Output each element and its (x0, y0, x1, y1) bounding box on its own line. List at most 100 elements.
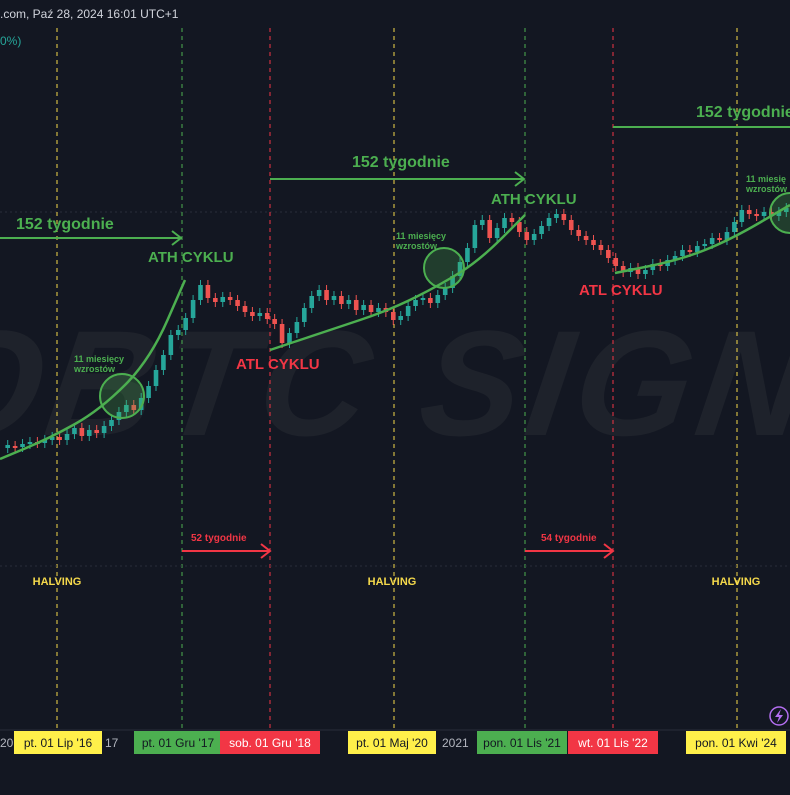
candle (213, 293, 218, 307)
candle-body (161, 355, 166, 370)
candle-body (583, 236, 589, 240)
candle (635, 263, 641, 279)
candle-body (5, 445, 11, 448)
candle (190, 295, 196, 323)
candle (739, 205, 745, 227)
candle-body (709, 238, 715, 244)
candle-body (294, 322, 300, 333)
date-badge-bg (348, 731, 436, 754)
candle-body (428, 298, 433, 303)
atl-label-2: ATL CYKLU (579, 282, 663, 299)
candle (524, 227, 530, 245)
weeks-arrow-mid (270, 171, 526, 187)
candle-body (635, 268, 641, 274)
growth-label-3-line1: 11 miesię (746, 174, 786, 184)
candle-body (761, 212, 767, 216)
candle-body (554, 214, 559, 218)
date-badge: wt. 01 Lis '22 (568, 731, 658, 754)
candle (79, 423, 85, 441)
date-badge-bg (134, 731, 222, 754)
candle-body (783, 208, 789, 212)
candle (576, 225, 581, 241)
candle (294, 317, 300, 338)
candle (153, 365, 159, 391)
halving-label-2016: HALVING (33, 576, 82, 588)
candle-body (361, 305, 366, 310)
weeks-arrow-left (0, 230, 183, 246)
date-badge: pt. 01 Gru '17 (134, 731, 222, 754)
candle-body (242, 306, 248, 312)
candle-body (124, 405, 129, 412)
candle (672, 251, 678, 265)
candle (368, 300, 374, 317)
candle-body (591, 240, 596, 245)
candle (5, 440, 11, 453)
candle (361, 300, 366, 315)
weeks-label-mid: 152 tygodnie (352, 154, 450, 171)
candle-body (183, 318, 188, 330)
halving-label-2020: HALVING (368, 576, 417, 588)
candle-body (502, 218, 507, 228)
candle-body (687, 250, 693, 252)
candle-body (190, 300, 196, 318)
candle-body (272, 319, 277, 324)
candle-body (724, 232, 730, 240)
weeks-54-arrow (525, 543, 615, 559)
trend-curve-2 (269, 214, 526, 352)
candle-body (517, 222, 522, 232)
candle-body (672, 256, 678, 260)
candle (732, 217, 737, 237)
candle-body (746, 210, 752, 214)
candle-body (64, 434, 70, 440)
candle-body (442, 288, 448, 295)
candle (12, 441, 18, 452)
candle (353, 295, 359, 315)
candle-body (353, 300, 359, 310)
candle (457, 257, 463, 281)
candle-body (390, 312, 396, 320)
candle-body (220, 297, 226, 302)
candle (124, 400, 129, 417)
candle-body (561, 214, 567, 220)
date-badge: sob. 01 Gru '18 (220, 731, 320, 754)
candle-body (101, 426, 107, 433)
candle-body (702, 244, 708, 246)
lightning-icon[interactable] (769, 706, 789, 726)
candle-body (346, 300, 352, 304)
candle (49, 432, 55, 445)
candle (465, 243, 470, 267)
candle (101, 421, 107, 438)
candle-body (695, 246, 700, 252)
ath-label-1: ATH CYKLU (148, 249, 234, 266)
candle (502, 213, 507, 233)
candle (94, 425, 99, 438)
candle (568, 215, 574, 235)
candle-body (175, 330, 181, 335)
date-badge: pt. 01 Maj '20 (348, 731, 436, 754)
candle-body (339, 296, 344, 304)
axis-tick-20: 20 (0, 736, 14, 750)
candle (116, 407, 122, 425)
candle (583, 231, 589, 245)
candle-body (568, 220, 574, 230)
candle (279, 319, 285, 348)
candle (324, 285, 329, 305)
header-title: .com, Paź 28, 2024 16:01 UTC+1 (0, 7, 179, 21)
candle-body (42, 440, 48, 443)
date-badge-label: pt. 01 Maj '20 (356, 736, 428, 750)
candle-body (79, 428, 85, 436)
growth-label-3-line2: wzrostów (745, 184, 788, 194)
candle-body (613, 258, 619, 266)
candle-body (287, 333, 292, 343)
candle-body (227, 297, 233, 300)
candle-body (205, 285, 211, 298)
candle-body (146, 386, 151, 398)
candle-body (680, 250, 685, 256)
candle (57, 432, 62, 445)
candle-body (405, 306, 411, 316)
candle (405, 301, 411, 321)
candle-body (316, 290, 322, 296)
candle-body (576, 230, 581, 236)
candle-body (257, 313, 263, 316)
